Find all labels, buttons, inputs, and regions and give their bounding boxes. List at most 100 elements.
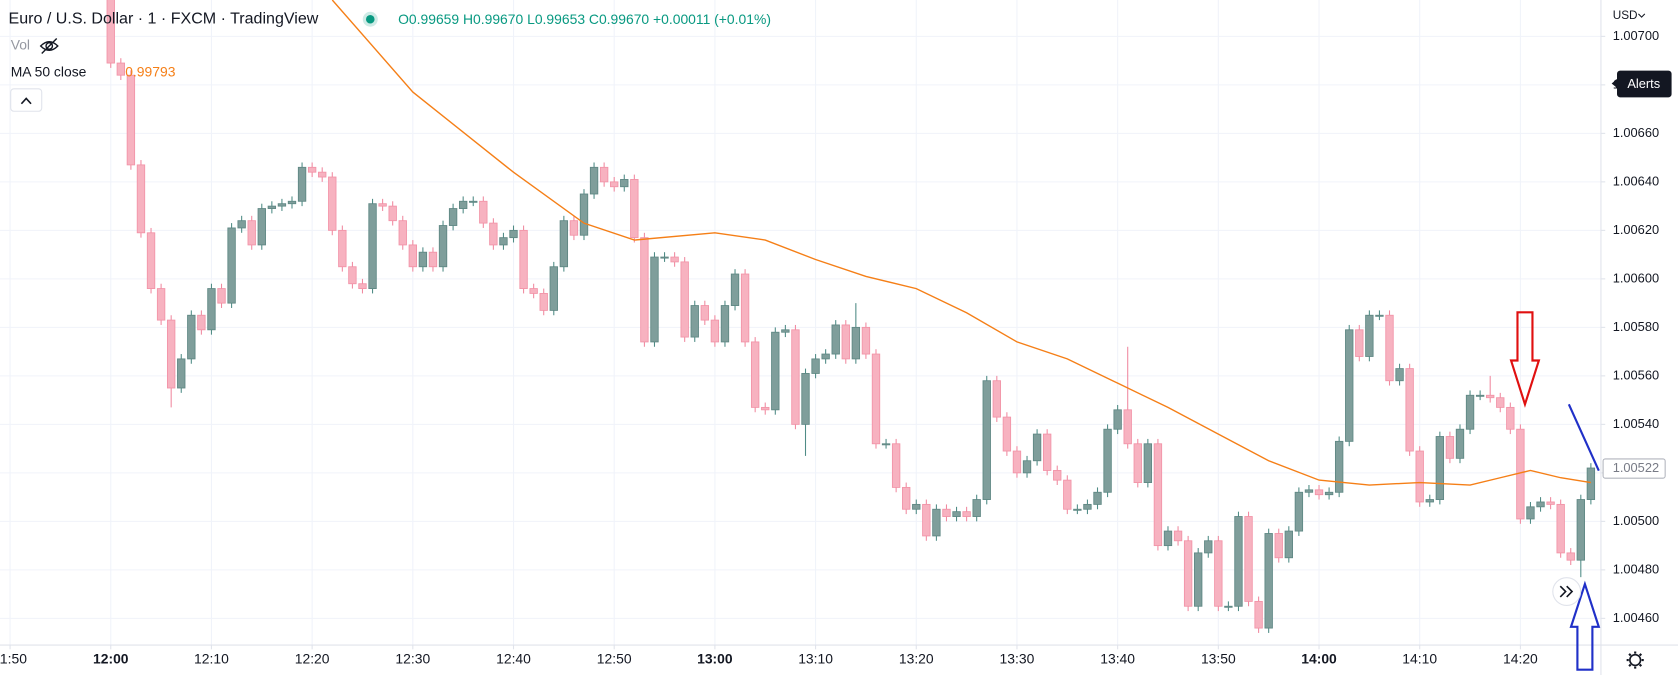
candle-body: [559, 220, 569, 268]
hide-volume-icon[interactable]: [39, 38, 59, 54]
candle-body: [720, 305, 730, 343]
x-tick-label: 12:10: [194, 651, 229, 667]
candle-body: [1042, 433, 1052, 471]
y-tick-label: 1.00480: [1613, 561, 1659, 576]
candle-body: [549, 266, 558, 311]
candle-body: [589, 166, 599, 195]
candle-body: [1435, 436, 1445, 500]
candle-body: [1324, 491, 1334, 496]
candle-body: [972, 499, 981, 517]
candle-body: [932, 508, 941, 537]
candle-body: [1063, 479, 1072, 510]
candle-body: [166, 319, 176, 389]
candle-body: [267, 205, 277, 209]
currency-menu[interactable]: USD: [1613, 9, 1646, 22]
candle-body: [1365, 314, 1374, 357]
candle-body: [670, 256, 679, 263]
candle-body: [469, 200, 478, 203]
candle-body: [1455, 428, 1465, 459]
candle-body: [640, 237, 649, 343]
candle-body: [700, 305, 709, 321]
candle-body: [1294, 491, 1304, 532]
symbol-title: Euro / U.S. Dollar · 1 · FXCM · TradingV…: [9, 9, 319, 27]
candle-body: [136, 164, 146, 234]
candle-body: [448, 208, 458, 226]
candle-body: [1586, 467, 1596, 500]
y-tick-label: 1.00600: [1613, 270, 1659, 285]
settings-button[interactable]: [1626, 651, 1644, 669]
candle-body: [750, 341, 760, 408]
grid: [0, 0, 1601, 646]
candle-body: [116, 62, 125, 76]
candle-body: [438, 225, 448, 268]
candle-body: [1395, 368, 1404, 382]
candle-body: [740, 273, 750, 343]
candle-body: [1536, 501, 1545, 508]
candle-body: [1556, 503, 1565, 554]
x-tick-label: 12:30: [395, 651, 430, 667]
x-tick-label: 12:50: [597, 651, 632, 667]
candle-body: [1173, 530, 1183, 542]
candle-body: [1053, 470, 1062, 481]
candle-body: [247, 220, 256, 246]
candle-body: [368, 203, 377, 290]
y-tick-label: 1.00700: [1613, 28, 1659, 43]
candle-body: [650, 256, 659, 343]
alerts-label: Alerts: [1627, 76, 1660, 91]
candle-body: [630, 179, 639, 239]
candle-body: [841, 324, 850, 360]
candle-body: [1405, 368, 1414, 452]
candle-body: [489, 222, 498, 246]
candle-body: [1234, 516, 1243, 607]
x-tick-label: 13:20: [899, 651, 934, 667]
candle-body: [952, 511, 961, 517]
y-tick-label: 1.00460: [1613, 610, 1659, 625]
candle-body: [1113, 409, 1122, 430]
candle-body: [1143, 443, 1153, 484]
candle-body: [156, 288, 166, 321]
candle-body: [1576, 499, 1585, 561]
candle-body: [1274, 533, 1283, 559]
collapse-legend-button[interactable]: [10, 88, 43, 112]
x-tick-label: 13:10: [798, 651, 833, 667]
candle-body: [761, 406, 770, 411]
candle-body: [710, 319, 720, 343]
blue-trend-line: [1567, 403, 1600, 472]
candle-body: [519, 229, 528, 290]
candle-body: [610, 181, 619, 188]
candle-body: [1314, 489, 1324, 496]
x-tick-label: 14:10: [1402, 651, 1437, 667]
y-tick-label: 1.00500: [1613, 513, 1659, 528]
candle-body: [1133, 443, 1142, 484]
x-tick-label: 13:30: [1000, 651, 1035, 667]
candle-body: [207, 288, 216, 331]
last-price-tag: 1.00522: [1602, 458, 1666, 479]
moving-average-line: [331, 0, 1591, 486]
candle-body: [408, 244, 417, 268]
y-tick-label: 1.00560: [1613, 367, 1659, 382]
candle-body: [902, 486, 911, 510]
candle-body: [1486, 394, 1495, 399]
candle-body: [1032, 433, 1042, 462]
y-tick-label: 1.00540: [1613, 416, 1659, 431]
candle-body: [197, 314, 206, 331]
x-tick-label: 13:40: [1100, 651, 1135, 667]
candle-body: [1526, 506, 1535, 520]
candle-body: [881, 443, 891, 446]
candle-body: [791, 329, 800, 425]
last-price-label: 1.00522: [1613, 460, 1659, 475]
candle-body: [509, 229, 518, 239]
candle-body: [187, 314, 196, 360]
scroll-to-realtime-button[interactable]: [1552, 577, 1582, 607]
x-tick-label: 14:20: [1503, 651, 1538, 667]
candle-body: [1214, 540, 1223, 607]
candle-body: [287, 200, 297, 205]
candle-body: [861, 326, 871, 355]
candle-body: [237, 220, 246, 229]
candle-body: [388, 205, 397, 222]
alerts-button[interactable]: Alerts: [1611, 70, 1672, 98]
candle-body: [690, 305, 699, 338]
candle-body: [1153, 443, 1163, 547]
candle-body: [821, 353, 830, 360]
currency-label: USD: [1613, 9, 1638, 22]
